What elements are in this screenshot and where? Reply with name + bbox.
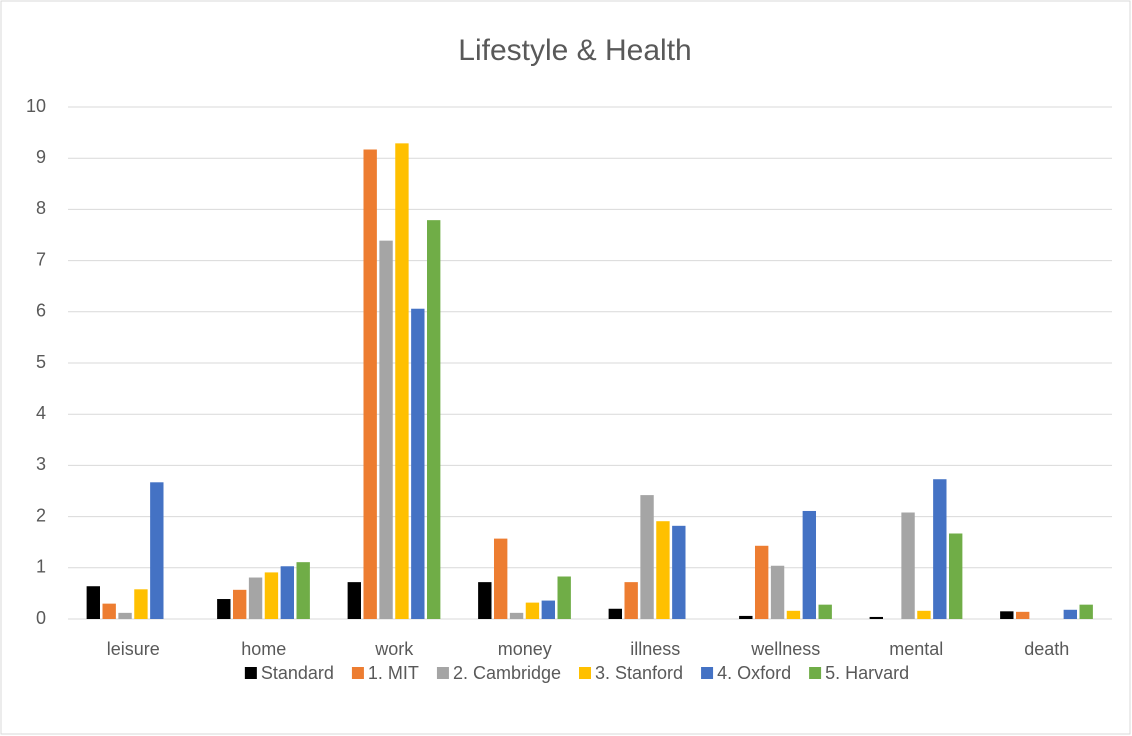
- bar: [478, 582, 492, 619]
- bar: [754, 545, 769, 619]
- bar: [411, 308, 425, 619]
- legend-swatch: [701, 667, 714, 679]
- bar: [1063, 609, 1078, 619]
- x-tick-label: death: [1024, 639, 1069, 659]
- legend-label: 4. Oxford: [717, 663, 791, 683]
- bar: [363, 149, 377, 619]
- bar: [86, 586, 100, 619]
- bar: [493, 538, 508, 619]
- y-tick-label: 10: [26, 96, 46, 116]
- x-tick-label: home: [241, 639, 286, 659]
- bar: [949, 533, 963, 619]
- bar: [770, 565, 785, 619]
- chart-title: Lifestyle & Health: [458, 34, 691, 67]
- bar: [901, 512, 915, 619]
- bar: [786, 610, 801, 619]
- legend-label: 1. MIT: [368, 663, 419, 683]
- bar: [672, 525, 686, 619]
- y-tick-label: 1: [36, 557, 46, 577]
- y-tick-label: 8: [36, 198, 46, 218]
- bar: [347, 582, 361, 619]
- legend-swatch: [436, 667, 449, 679]
- bar: [150, 482, 164, 619]
- bar: [1015, 611, 1030, 619]
- x-tick-label: wellness: [750, 639, 820, 659]
- bar: [296, 562, 310, 619]
- bar: [640, 495, 654, 619]
- legend-swatch: [809, 667, 822, 679]
- bar: [525, 602, 540, 619]
- y-tick-label: 3: [36, 454, 46, 474]
- y-tick-label: 5: [36, 352, 46, 372]
- bar: [1000, 611, 1014, 619]
- legend-swatch: [579, 667, 591, 679]
- y-tick-label: 2: [36, 505, 46, 525]
- bar: [933, 479, 947, 619]
- legend-label: 3. Stanford: [595, 663, 683, 683]
- bar: [1079, 604, 1093, 619]
- bar: [134, 589, 148, 619]
- y-tick-label: 9: [36, 147, 46, 167]
- x-tick-label: money: [498, 639, 552, 659]
- x-tick-label: work: [374, 639, 414, 659]
- y-tick-label: 4: [36, 403, 46, 423]
- bar: [118, 612, 132, 619]
- bar: [248, 577, 263, 619]
- bar: [917, 610, 931, 619]
- legend-swatch: [244, 667, 257, 679]
- bar: [624, 582, 638, 619]
- legend-label: 5. Harvard: [825, 663, 909, 683]
- bar: [264, 572, 279, 619]
- x-tick-label: illness: [630, 639, 680, 659]
- bar: [541, 600, 556, 619]
- legend-swatch: [351, 667, 364, 679]
- bar: [217, 599, 231, 619]
- bar: [379, 240, 393, 619]
- legend-label: 2. Cambridge: [453, 663, 561, 683]
- y-tick-label: 6: [36, 301, 46, 321]
- bar: [739, 615, 753, 619]
- bar: [818, 604, 832, 619]
- legend-label: Standard: [261, 663, 334, 683]
- x-tick-label: mental: [889, 639, 943, 659]
- bar: [232, 589, 247, 619]
- bar: [102, 603, 116, 619]
- bar: [395, 143, 409, 620]
- bar: [557, 576, 571, 619]
- bar: [802, 510, 817, 619]
- y-tick-label: 7: [36, 249, 46, 269]
- bar: [280, 566, 295, 619]
- bar: [427, 220, 441, 620]
- bar: [608, 608, 622, 619]
- bar: [656, 521, 670, 619]
- y-tick-label: 0: [36, 608, 46, 628]
- bar: [869, 616, 883, 619]
- bar: [509, 612, 524, 619]
- x-tick-label: leisure: [107, 639, 160, 659]
